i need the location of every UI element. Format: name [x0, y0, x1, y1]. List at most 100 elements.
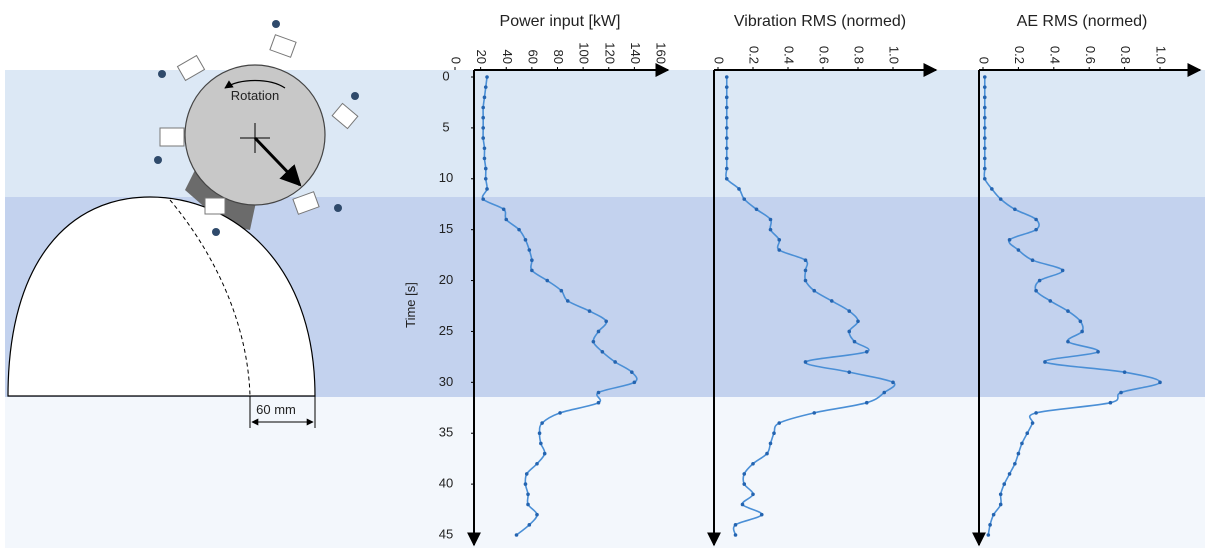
- data-point: [1034, 217, 1038, 222]
- data-point: [481, 136, 485, 140]
- y-tick-label: 0: [442, 68, 449, 83]
- data-point: [724, 176, 729, 181]
- data-point: [1016, 451, 1021, 456]
- data-point: [587, 309, 592, 313]
- data-point: [803, 268, 808, 273]
- cut-line: [169, 199, 251, 397]
- data-point: [882, 390, 887, 395]
- data-point: [482, 146, 487, 151]
- data-point: [1066, 309, 1070, 313]
- data-point: [501, 207, 506, 212]
- data-point: [530, 258, 534, 263]
- x-tick-label: 0.8: [852, 46, 867, 64]
- data-point: [982, 115, 987, 120]
- data-point: [724, 126, 729, 130]
- data-point: [852, 339, 857, 344]
- data-point: [803, 258, 808, 263]
- data-point: [481, 105, 485, 110]
- data-point: [1034, 227, 1038, 232]
- rotation-label: Rotation: [231, 88, 279, 103]
- x-tick-label: 1.0: [1154, 46, 1169, 64]
- data-point: [1034, 288, 1038, 293]
- data-point: [777, 421, 782, 425]
- data-point: [1025, 431, 1030, 436]
- data-point: [982, 95, 987, 100]
- x-tick-label: 1.0: [887, 46, 902, 64]
- data-point: [524, 472, 529, 476]
- data-point: [483, 166, 488, 171]
- data-point: [998, 502, 1003, 507]
- data-point: [982, 75, 987, 79]
- data-point: [1034, 411, 1038, 415]
- y-tick-label: 40: [439, 476, 453, 491]
- data-point: [539, 441, 543, 446]
- data-point: [481, 115, 485, 120]
- data-point: [1020, 441, 1024, 446]
- data-point: [1060, 268, 1065, 273]
- data-point: [754, 207, 759, 212]
- data-point: [891, 380, 895, 385]
- data-point: [740, 502, 745, 507]
- y-tick-label: 25: [439, 323, 453, 338]
- data-point: [733, 533, 738, 537]
- data-point: [504, 217, 509, 222]
- data-point: [542, 451, 547, 456]
- y-tick-label: 10: [439, 170, 453, 185]
- chart-title: Power input [kW]: [500, 13, 621, 30]
- data-point: [751, 492, 755, 497]
- cutters: [159, 34, 359, 215]
- data-point: [998, 197, 1003, 201]
- data-point: [856, 319, 860, 324]
- x-tick-label: 0.6: [1083, 46, 1098, 64]
- data-line: [725, 77, 896, 536]
- data-point: [596, 329, 601, 334]
- x-tick-label: 120: [602, 42, 617, 64]
- data-point: [596, 390, 601, 395]
- data-point: [998, 492, 1003, 497]
- data-point: [517, 227, 521, 232]
- cutter-tips: [154, 20, 359, 236]
- x-tick-label: 0: [712, 57, 727, 64]
- data-point: [1158, 380, 1162, 385]
- data-point: [724, 156, 729, 161]
- data-point: [765, 451, 769, 456]
- x-tick-label: 0.8: [1118, 46, 1133, 64]
- data-point: [483, 176, 488, 181]
- data-point: [526, 492, 530, 497]
- x-tick-label: 0.6: [817, 46, 832, 64]
- x-tick-label: 160: [654, 42, 669, 64]
- dimension-label: 60 mm: [256, 402, 296, 417]
- data-point: [485, 187, 489, 191]
- y-tick-label: 5: [442, 119, 449, 134]
- data-point: [864, 350, 869, 354]
- x-tick-label: 0: [449, 57, 464, 64]
- data-point: [777, 248, 782, 252]
- data-point: [632, 380, 637, 385]
- x-tick-label: 0.2: [1012, 46, 1027, 64]
- data-point: [523, 482, 528, 486]
- data-point: [1096, 350, 1100, 354]
- data-point: [986, 533, 991, 537]
- data-point: [530, 268, 534, 273]
- data-point: [1119, 390, 1123, 395]
- data-point: [630, 370, 634, 374]
- data-point: [1002, 482, 1007, 486]
- data-point: [1108, 400, 1113, 405]
- data-point: [1007, 238, 1012, 242]
- data-point: [847, 370, 852, 374]
- data-point: [742, 472, 747, 476]
- data-point: [724, 85, 729, 89]
- data-point: [724, 136, 729, 140]
- data-point: [1122, 370, 1127, 374]
- data-point: [1037, 278, 1042, 283]
- y-tick-label: 20: [439, 272, 453, 287]
- y-tick-label: 35: [439, 425, 453, 440]
- x-tick-label: 60: [525, 50, 540, 64]
- data-point: [982, 105, 987, 110]
- y-tick-label: 45: [439, 526, 453, 541]
- data-point: [803, 278, 808, 283]
- radius-arrow: [253, 136, 302, 187]
- data-point: [526, 502, 530, 507]
- data-point: [482, 156, 487, 161]
